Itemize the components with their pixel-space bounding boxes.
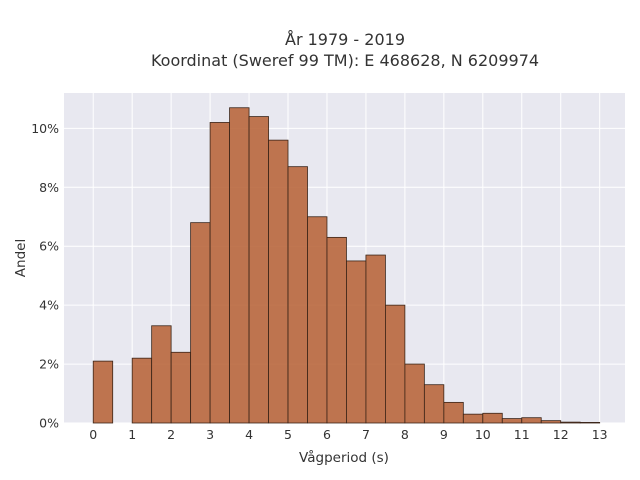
histogram-bar	[540, 420, 562, 424]
x-tick-labels: 0 1 2 3 4 5 6 7 8 9 10 11 12 13	[89, 427, 607, 442]
x-tick-label: 3	[206, 427, 214, 442]
chart-subtitle: Koordinat (Sweref 99 TM): E 468628, N 62…	[151, 51, 539, 70]
x-tick-label: 8	[401, 427, 409, 442]
y-tick-label: 0%	[39, 416, 59, 431]
histogram-bar	[229, 107, 250, 424]
histogram-bar	[501, 418, 523, 424]
x-tick-label: 0	[89, 427, 97, 442]
histogram-bar	[579, 422, 601, 424]
histogram-bar	[170, 351, 192, 424]
x-tick-label: 6	[323, 427, 331, 442]
histogram-bar	[346, 260, 367, 424]
y-tick-label: 10%	[31, 121, 59, 136]
x-tick-label: 9	[440, 427, 448, 442]
x-tick-label: 1	[128, 427, 136, 442]
histogram-bar	[209, 122, 230, 424]
y-tick-label: 2%	[39, 357, 59, 372]
histogram-bar	[482, 412, 503, 424]
y-tick-label: 8%	[39, 180, 59, 195]
x-tick-label: 2	[167, 427, 175, 442]
histogram-bar	[268, 139, 289, 424]
histogram-bar	[248, 116, 269, 424]
histogram-bar	[326, 236, 347, 424]
histogram-bar	[521, 417, 542, 424]
x-axis-title: Vågperiod (s)	[299, 449, 389, 466]
y-axis-title: Andel	[13, 239, 29, 277]
histogram-bar	[365, 254, 386, 424]
histogram-bar	[462, 413, 484, 424]
histogram-bar	[131, 357, 153, 424]
histogram-bar	[151, 325, 172, 424]
x-tick-label: 4	[245, 427, 253, 442]
histogram-bar	[287, 166, 308, 424]
y-tick-label: 6%	[39, 239, 59, 254]
histogram-bar	[443, 401, 464, 424]
histogram-bar	[423, 384, 445, 424]
x-tick-label: 7	[362, 427, 370, 442]
x-tick-label: 5	[284, 427, 292, 442]
histogram-bar	[92, 360, 114, 424]
y-tick-label: 4%	[39, 298, 59, 313]
chart-title: År 1979 - 2019	[285, 30, 405, 49]
histogram-bar	[560, 421, 581, 424]
x-tick-label: 10	[475, 427, 491, 442]
x-tick-label: 12	[553, 427, 569, 442]
x-tick-label: 13	[592, 427, 608, 442]
histogram-bar	[190, 222, 211, 424]
histogram-bar	[404, 363, 425, 424]
x-tick-label: 11	[514, 427, 530, 442]
histogram-bar	[385, 304, 406, 424]
bars	[92, 107, 601, 424]
histogram-bar	[307, 216, 328, 424]
y-tick-labels: 0% 2% 4% 6% 8% 10%	[31, 121, 59, 431]
